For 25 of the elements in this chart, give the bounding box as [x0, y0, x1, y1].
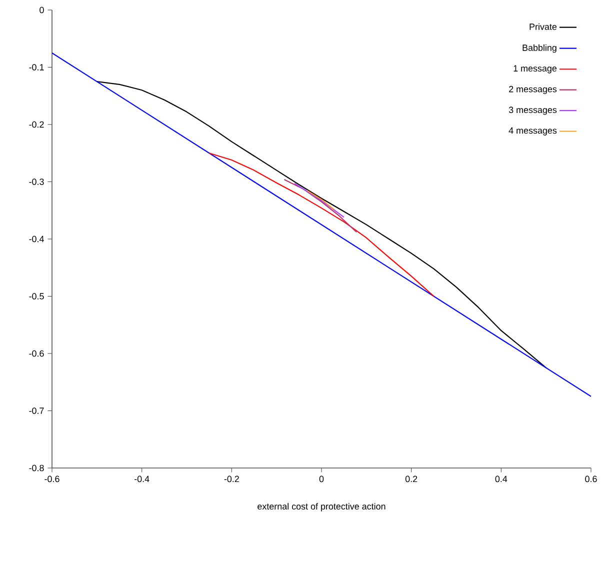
x-tick-label: 0.4 [495, 476, 508, 482]
y-tick-label: -0.8 [29, 464, 44, 472]
y-tick-label: -0.7 [29, 408, 44, 414]
legend-label: 4 messages [508, 127, 557, 136]
x-tick-label: -0.4 [134, 476, 150, 482]
x-tick-label: 0.6 [585, 476, 597, 482]
x-tick-label: 0.2 [405, 476, 418, 482]
y-tick-label: -0.2 [29, 121, 44, 128]
legend-label: Private [530, 23, 557, 30]
x-tick-label: 0 [319, 476, 324, 482]
legend-label: 3 messages [508, 106, 557, 115]
y-tick-label: 0 [40, 6, 44, 14]
x-tick-label: -0.2 [224, 476, 239, 482]
x-tick-label: -0.6 [44, 476, 60, 482]
y-tick-label: -0.4 [29, 236, 44, 242]
y-tick-label: -0.1 [29, 64, 44, 70]
y-tick-label: -0.6 [29, 350, 44, 357]
legend-label: 1 message [514, 65, 557, 74]
legend-label: 2 messages [509, 86, 557, 94]
y-tick-label: -0.5 [29, 293, 44, 300]
line-series [208, 152, 434, 297]
y-tick-label: -0.3 [29, 178, 44, 185]
legend-label: Babbling [522, 44, 556, 53]
x-axis-title: external cost of protective action [258, 502, 386, 512]
line-series [284, 178, 358, 233]
